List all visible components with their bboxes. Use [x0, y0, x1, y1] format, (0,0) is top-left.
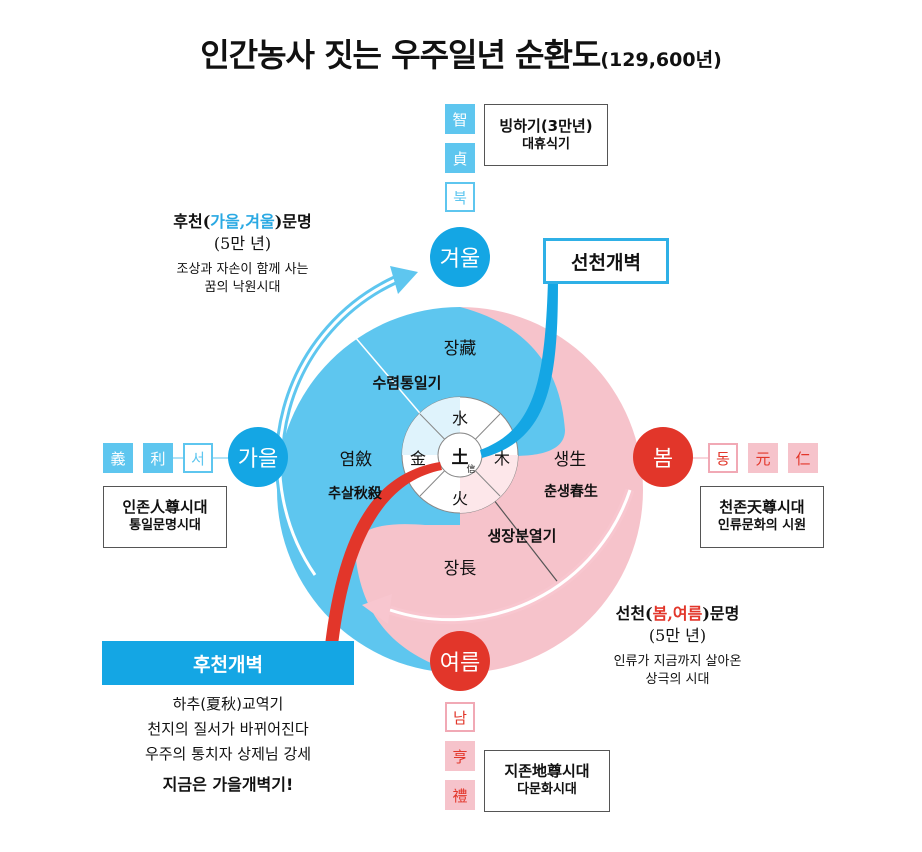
jang-top: 장藏	[443, 339, 477, 359]
top-char-1: 智	[445, 104, 475, 134]
bottom-line-4: 지금은 가을개벽기!	[162, 775, 294, 794]
page-title: 인간농사 짓는 우주일년 순환도(129,600년)	[0, 30, 922, 76]
later-civ-desc1: 조상과 자손이 함께 사는	[176, 262, 309, 277]
seon-streak	[480, 280, 558, 458]
season-summer: 여름	[430, 631, 490, 691]
earlier-civ-block: 선천(봄,여름)문명 (5만 년) 인류가 지금까지 살아온 상극의 시대	[570, 603, 785, 689]
bottom-line-3: 우주의 통치자 상제님 강세	[144, 745, 312, 763]
earlier-civ-desc2: 상극의 시대	[645, 672, 710, 687]
hu-streak	[325, 462, 442, 645]
chunsaeng: 춘생春生	[544, 484, 598, 500]
bottom-char-2: 亨	[445, 741, 475, 771]
right-box-l2: 인류문화의 시원	[717, 518, 807, 533]
saeng: 생生	[553, 450, 587, 470]
bottom-box-l2: 다문화시대	[517, 782, 577, 797]
top-box: 빙하기(3만년) 대휴식기	[484, 104, 608, 166]
seon-gaebyeok-banner: 선천개벽	[543, 238, 669, 284]
bottom-char-1: 남	[445, 702, 475, 732]
later-civ-desc2: 꿈의 낙원시대	[204, 280, 281, 295]
element-trust: 信	[466, 465, 476, 475]
chusal: 추살秋殺	[328, 486, 382, 502]
right-char-2: 元	[748, 443, 778, 473]
season-winter: 겨울	[430, 227, 490, 287]
left-char-2: 利	[143, 443, 173, 473]
top-char-3: 북	[445, 182, 475, 212]
right-box-l1: 천존天尊시대	[719, 498, 805, 516]
autumn-phase-label: 수렴통일기	[372, 374, 442, 392]
later-civ-years: (5만 년)	[213, 234, 272, 253]
bottom-box-l1: 지존地尊시대	[504, 762, 590, 780]
right-char-3: 仁	[788, 443, 818, 473]
yeom: 염斂	[339, 450, 373, 470]
pink-bulge	[355, 524, 460, 673]
later-civ-seasons: 가을,겨울	[210, 212, 275, 231]
later-civ-block: 후천(가을,겨울)문명 (5만 년) 조상과 자손이 함께 사는 꿈의 낙원시대	[135, 211, 350, 297]
title-main: 인간농사 짓는 우주일년 순환도	[200, 36, 601, 74]
right-box: 천존天尊시대 인류문화의 시원	[700, 486, 824, 548]
divider-nw	[354, 336, 431, 426]
left-box-l2: 통일문명시대	[129, 518, 201, 533]
hu-gaebyeok-banner: 후천개벽	[102, 641, 354, 685]
element-fire: 火	[451, 489, 468, 508]
top-char-2: 貞	[445, 143, 475, 173]
bottom-char-3: 禮	[445, 780, 475, 810]
autumn-winter-arrow-inner	[278, 278, 396, 576]
bottom-line-1: 하추(夏秋)교역기	[172, 695, 284, 713]
element-earth: 土	[451, 448, 469, 468]
earlier-civ-heading: 선천(봄,여름)문명	[615, 604, 740, 623]
top-box-l1: 빙하기(3만년)	[499, 117, 593, 135]
left-char-1: 義	[103, 443, 133, 473]
top-box-l2: 대휴식기	[522, 137, 570, 152]
spring-summer-arrowhead	[362, 594, 392, 624]
spring-summer-arrow-inner	[389, 489, 632, 622]
jang-bottom: 장長	[443, 559, 477, 579]
summer-phase-label: 생장분열기	[487, 527, 557, 545]
element-wood: 木	[493, 449, 510, 468]
bottom-box: 지존地尊시대 다문화시대	[484, 750, 610, 812]
bottom-line-2: 천지의 질서가 바뀌어진다	[147, 720, 309, 738]
right-char-1: 동	[708, 443, 738, 473]
earlier-civ-desc1: 인류가 지금까지 살아온	[613, 654, 742, 669]
left-box-l1: 인존人尊시대	[122, 498, 208, 516]
earlier-civ-seasons: 봄,여름	[652, 604, 703, 623]
left-box: 인존人尊시대 통일문명시대	[103, 486, 227, 548]
divider-se	[489, 494, 561, 586]
season-autumn: 가을	[228, 427, 288, 487]
season-spring: 봄	[633, 427, 693, 487]
autumn-winter-arrowhead	[390, 266, 418, 294]
element-metal: 金	[409, 449, 426, 468]
title-sub: (129,600년)	[600, 49, 722, 71]
later-civ-heading: 후천(가을,겨울)문명	[173, 212, 312, 231]
earlier-civ-years: (5만 년)	[648, 626, 707, 645]
left-char-3: 서	[183, 443, 213, 473]
element-water: 水	[451, 409, 468, 428]
